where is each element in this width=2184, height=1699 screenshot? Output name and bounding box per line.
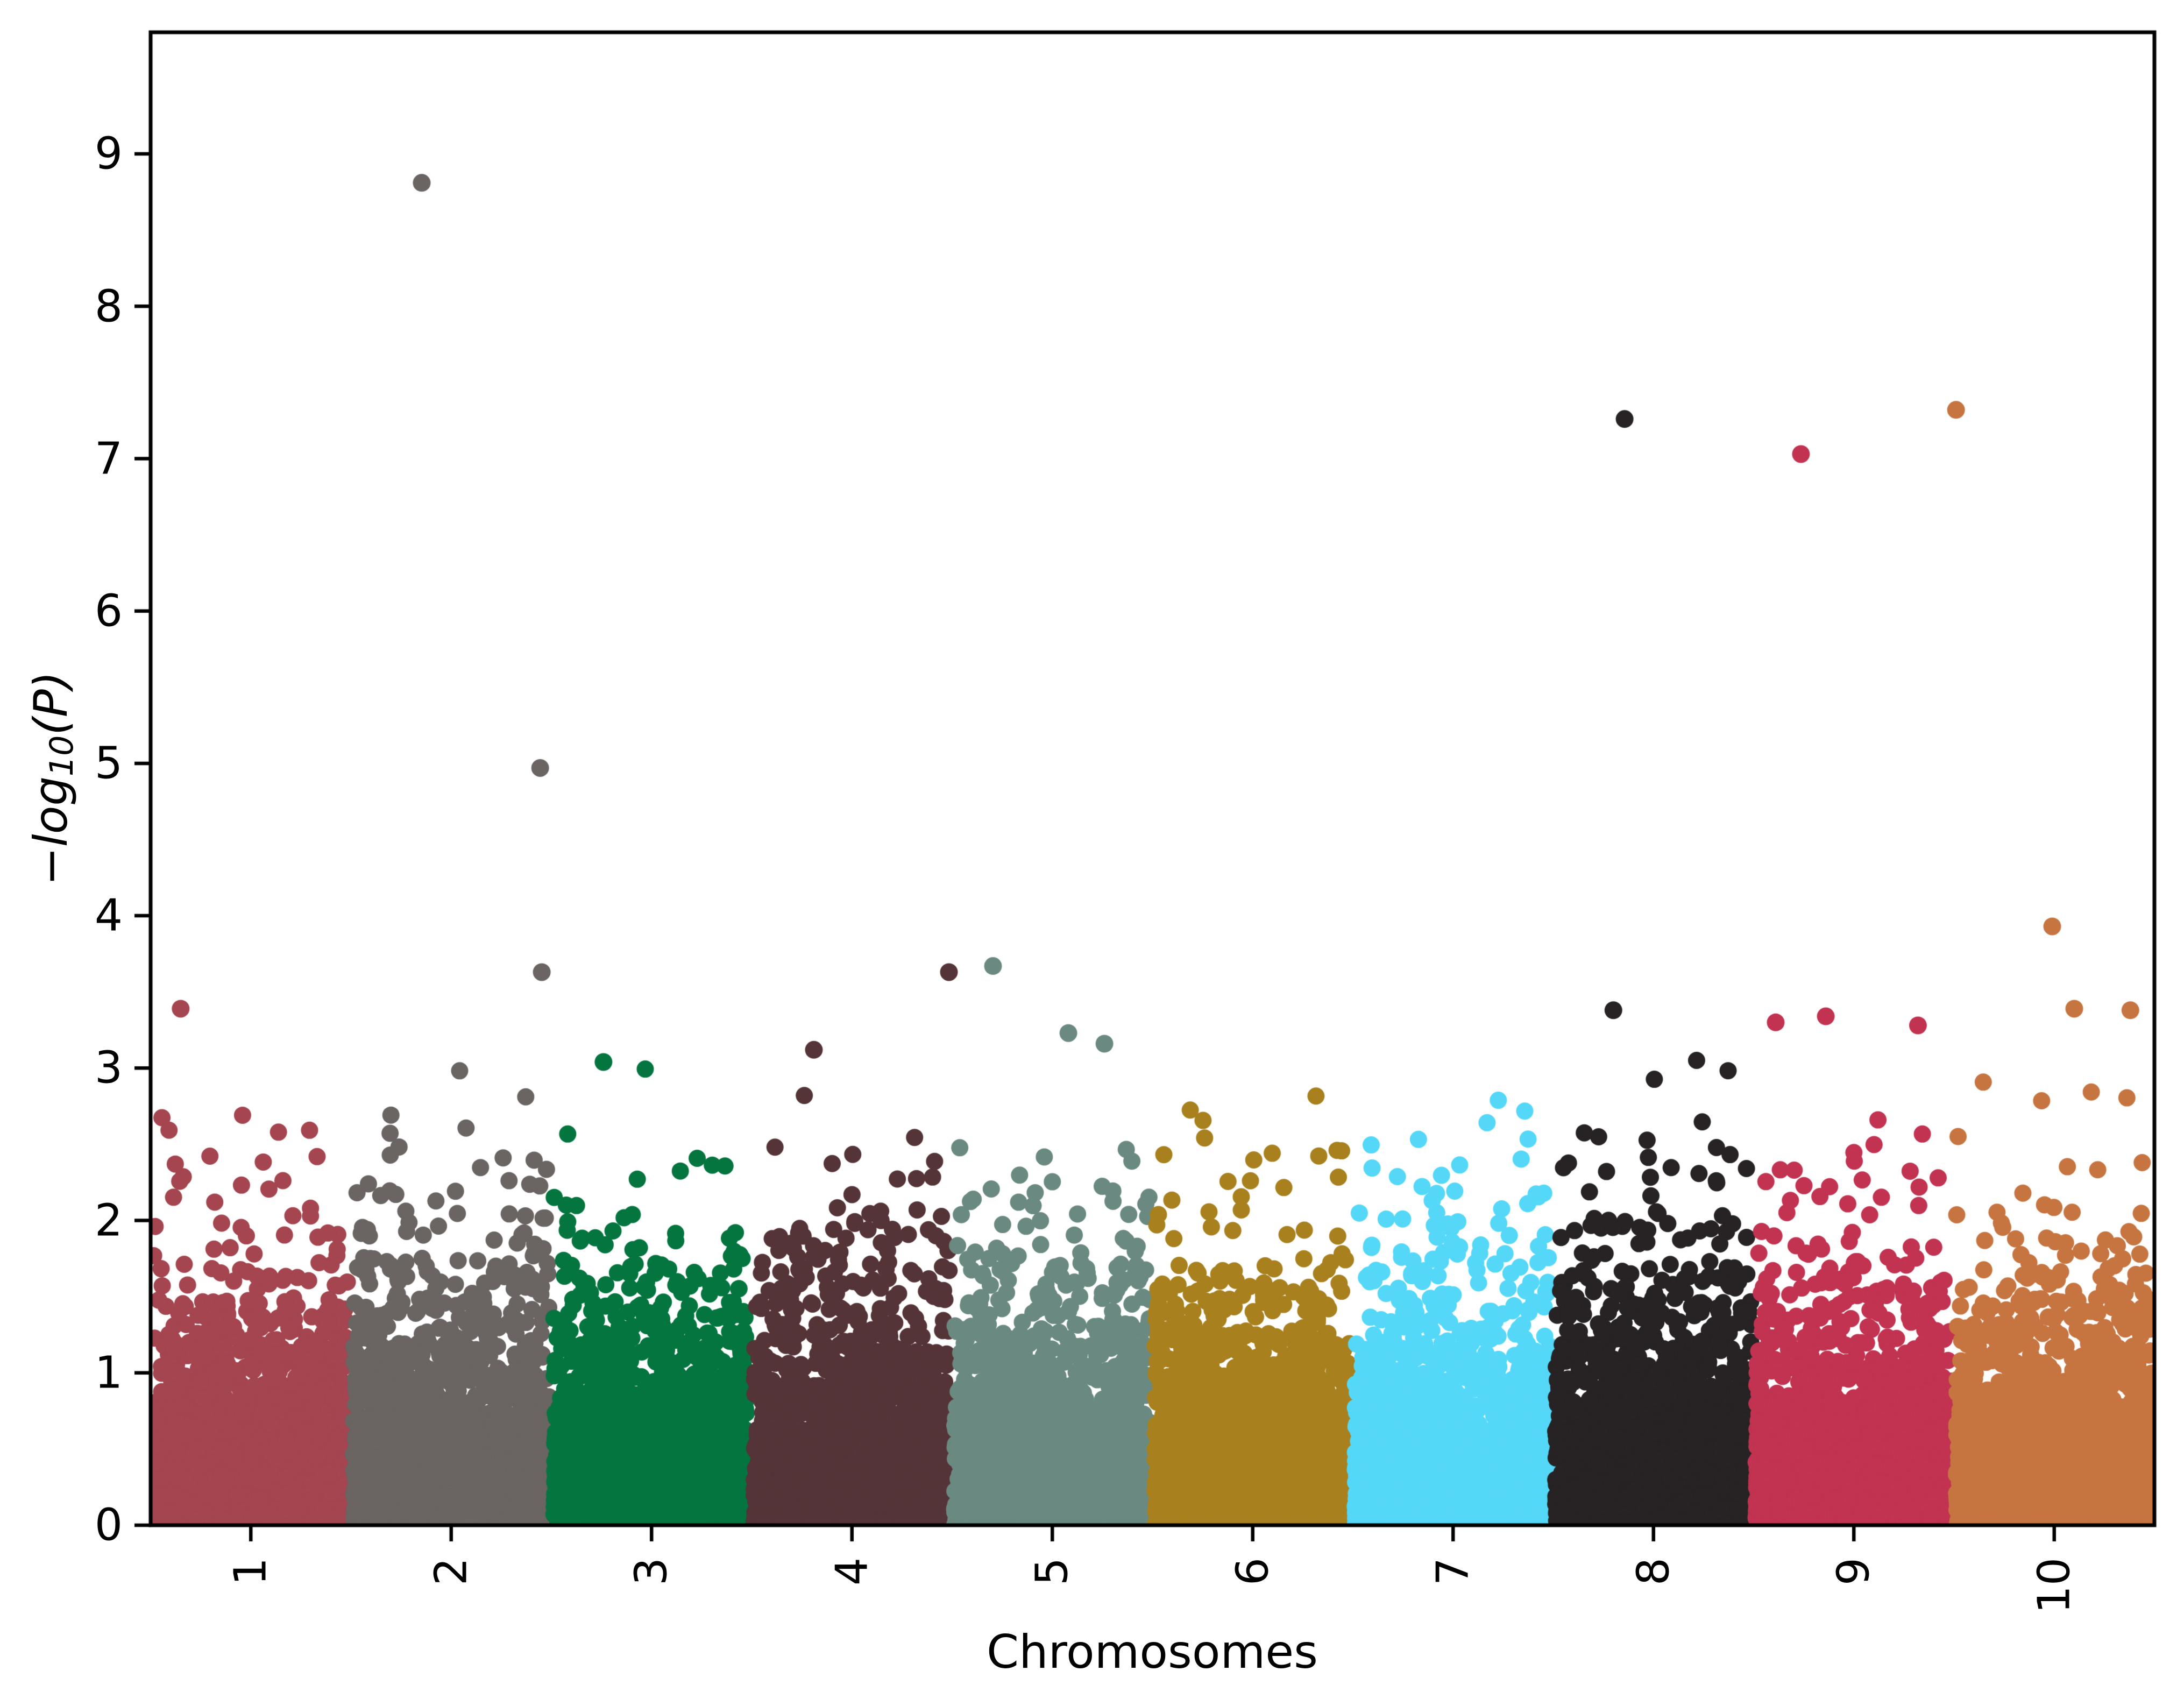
manhattan-plot: 0 1 2 3 4 5 6 7 8 9 1 2 3 4 5 6 7 8 9 10… (0, 0, 2184, 1699)
plot-canvas (0, 0, 2184, 1699)
